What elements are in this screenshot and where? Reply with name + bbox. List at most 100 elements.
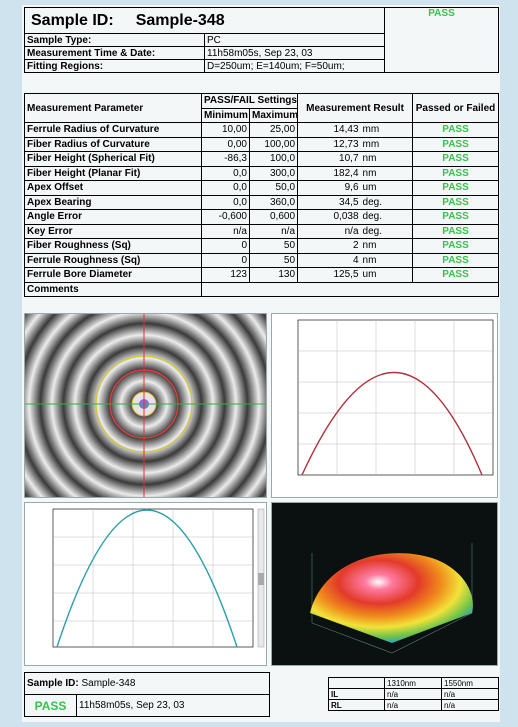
- parameter-name: Angle Error: [24, 209, 202, 225]
- table-row: Fiber Height (Planar Fit) 0,0 300,0 182,4 nm…: [24, 165, 500, 181]
- y-profile-chart: [24, 502, 267, 666]
- wavelength-1310: 1310nm: [384, 677, 442, 689]
- pass-fail-status: PASS: [412, 136, 500, 152]
- report-sheet: Sample ID: Sample-348 PASS Sample Type: P…: [22, 5, 500, 722]
- maximum-value: 50: [248, 252, 299, 268]
- result-value: n/a: [297, 223, 361, 239]
- result-unit: mm: [360, 122, 414, 138]
- maximum-value: 50: [248, 238, 299, 254]
- pass-fail-status: PASS: [412, 194, 500, 210]
- maximum-value: 100,00: [248, 136, 299, 152]
- measurement-time-value: 11h58m05s, Sep 23, 03: [204, 46, 385, 60]
- result-unit: deg.: [360, 194, 414, 210]
- result-value: 182,4: [297, 165, 361, 181]
- minimum-value: -86,3: [201, 151, 250, 167]
- result-unit: nm: [360, 252, 414, 268]
- il-rl-table: 1310nm 1550nm IL n/a n/a RL n/a n/a: [328, 677, 499, 711]
- table-row: Fiber Height (Spherical Fit) -86,3 100,0 10…: [24, 151, 500, 167]
- result-unit: nm: [360, 238, 414, 254]
- il-1310-value: n/a: [384, 688, 442, 700]
- parameter-name: Fiber Height (Planar Fit): [24, 165, 202, 181]
- x-profile-chart: [271, 313, 498, 498]
- footer-status-badge: PASS: [24, 694, 77, 717]
- table-row: Apex Bearing 0,0 360,0 34,5 deg. PASS: [24, 194, 500, 210]
- parameter-name: Fiber Height (Spherical Fit): [24, 151, 202, 167]
- result-value: 9,6: [297, 180, 361, 196]
- minimum-value: -0,600: [201, 209, 250, 225]
- minimum-value: 0,0: [201, 194, 250, 210]
- comments-label: Comments: [24, 281, 202, 297]
- col-header-minimum: Minimum: [201, 107, 250, 123]
- wavelength-1550: 1550nm: [441, 677, 499, 689]
- table-row: Key Error n/a n/a n/a deg. PASS: [24, 223, 500, 239]
- minimum-value: 0,0: [201, 180, 250, 196]
- result-unit: um: [360, 267, 414, 283]
- plot-frame: [52, 508, 254, 648]
- footer-sample-id-value: Sample-348: [81, 678, 136, 689]
- col-header-result: Measurement Result: [297, 93, 414, 123]
- footer-sample-id-label: Sample ID:: [27, 678, 79, 689]
- y-profile-curve: [56, 509, 238, 648]
- rl-1310-value: n/a: [384, 699, 442, 711]
- pass-fail-status: PASS: [412, 151, 500, 167]
- minimum-value: 0: [201, 238, 250, 254]
- result-value: 10,7: [297, 151, 361, 167]
- table-row: Fiber Radius of Curvature 0,00 100,00 12,73…: [24, 136, 500, 152]
- parameter-name: Key Error: [24, 223, 202, 239]
- sample-id-value: Sample-348: [135, 11, 225, 29]
- fitting-regions-value: D=250um; E=140um; F=50um;: [204, 59, 385, 73]
- interferogram-panel: [24, 313, 267, 498]
- maximum-value: 360,0: [248, 194, 299, 210]
- sample-type-value: PC: [204, 33, 385, 47]
- status-badge: PASS: [384, 7, 499, 73]
- maximum-value: 50,0: [248, 180, 299, 196]
- rl-1550-value: n/a: [441, 699, 499, 711]
- scrollbar-thumb[interactable]: [258, 573, 264, 585]
- parameter-name: Ferrule Bore Diameter: [24, 267, 202, 283]
- minimum-value: 0: [201, 252, 250, 268]
- result-value: 2: [297, 238, 361, 254]
- table-row: Angle Error -0,600 0,600 0,038 deg. PASS: [24, 209, 500, 225]
- sample-type-label: Sample Type:: [24, 33, 205, 47]
- footer-timestamp: 11h58m05s, Sep 23, 03: [75, 694, 271, 717]
- result-unit: nm: [360, 165, 414, 181]
- sample-id-title: Sample ID: Sample-348: [24, 7, 385, 34]
- result-unit: deg.: [360, 223, 414, 239]
- measurement-table: Measurement Parameter PASS/FAIL Settings…: [24, 93, 500, 297]
- maximum-value: 100,0: [248, 151, 299, 167]
- maximum-value: 0,600: [248, 209, 299, 225]
- pass-fail-status: PASS: [412, 223, 500, 239]
- result-unit: um: [360, 180, 414, 196]
- result-value: 125,5: [297, 267, 361, 283]
- x-profile-curve: [301, 372, 483, 476]
- pass-fail-status: PASS: [412, 252, 500, 268]
- result-value: 4: [297, 252, 361, 268]
- maximum-value: n/a: [248, 223, 299, 239]
- table-row: Apex Offset 0,0 50,0 9,6 um PASS: [24, 180, 500, 196]
- maximum-value: 300,0: [248, 165, 299, 181]
- col-header-maximum: Maximum: [248, 107, 299, 123]
- pass-fail-status: PASS: [412, 267, 500, 283]
- parameter-name: Ferrule Radius of Curvature: [24, 122, 202, 138]
- minimum-value: 10,00: [201, 122, 250, 138]
- result-value: 14,43: [297, 122, 361, 138]
- header-table: Sample ID: Sample-348 PASS Sample Type: P…: [24, 7, 499, 73]
- rl-label: RL: [328, 699, 385, 711]
- table-row: Ferrule Roughness (Sq) 0 50 4 nm PASS: [24, 252, 500, 268]
- il-label: IL: [328, 688, 385, 700]
- maximum-value: 130: [248, 267, 299, 283]
- surface-mesh: [310, 553, 473, 643]
- plot-frame: [297, 319, 494, 476]
- parameter-name: Fiber Radius of Curvature: [24, 136, 202, 152]
- parameter-name: Apex Offset: [24, 180, 202, 196]
- footer-sample-id: Sample ID: Sample-348: [23, 672, 271, 695]
- result-value: 12,73: [297, 136, 361, 152]
- sample-id-label: Sample ID:: [31, 11, 114, 29]
- result-unit: mm: [360, 136, 414, 152]
- surface-3d-view: [271, 502, 498, 666]
- pass-fail-status: PASS: [412, 238, 500, 254]
- result-value: 34,5: [297, 194, 361, 210]
- col-header-parameter: Measurement Parameter: [24, 93, 202, 123]
- il-1550-value: n/a: [441, 688, 499, 700]
- result-unit: nm: [360, 151, 414, 167]
